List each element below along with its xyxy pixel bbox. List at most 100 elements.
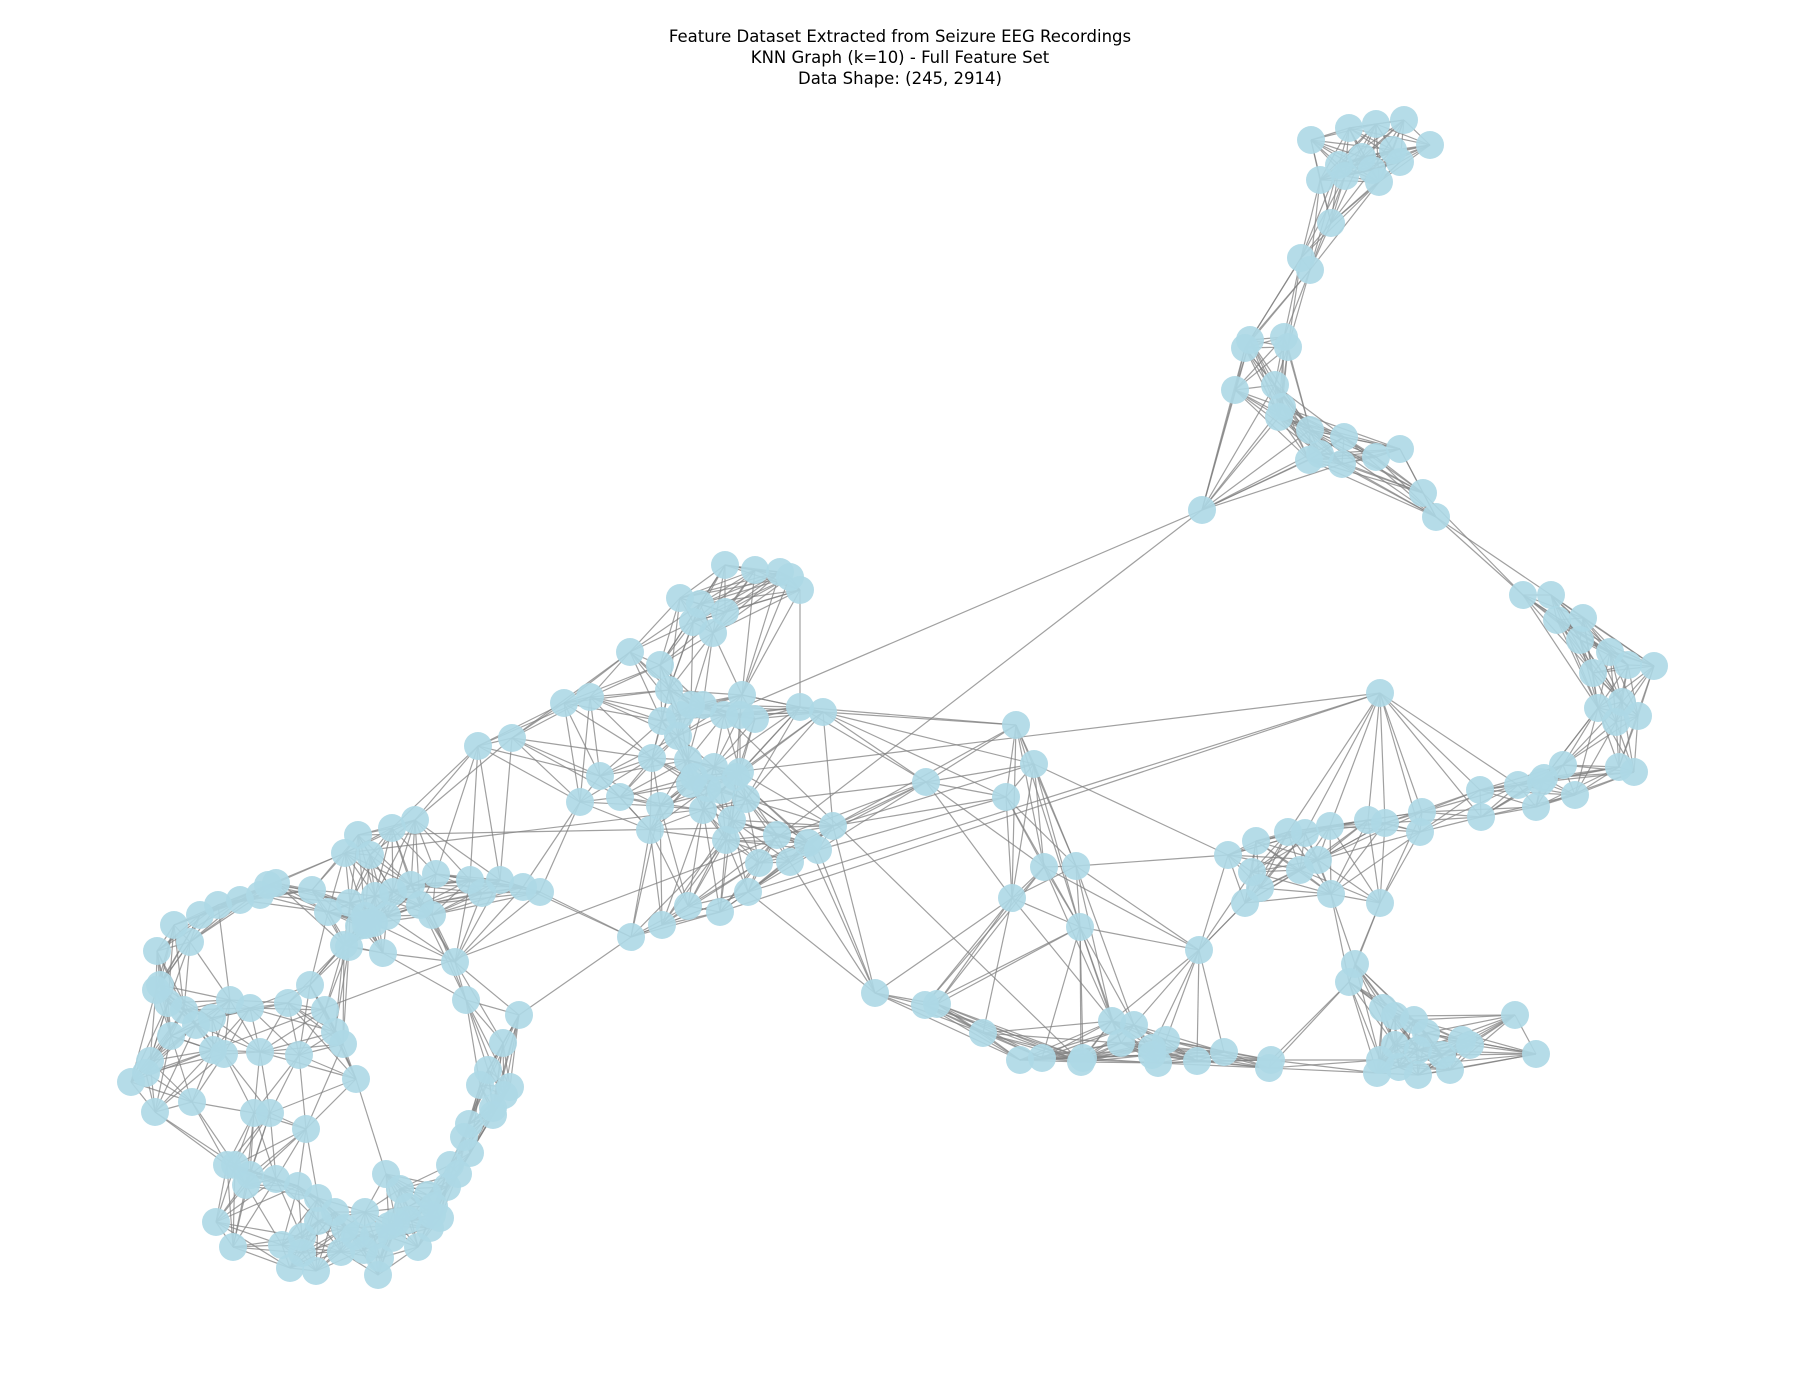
graph-node <box>1221 376 1249 404</box>
graph-edge <box>1033 763 1229 856</box>
graph-edge <box>661 839 727 926</box>
graph-edge <box>589 696 653 759</box>
graph-edge <box>936 866 1045 1005</box>
graph-node <box>314 898 342 926</box>
graph-edge <box>469 745 479 881</box>
graph-edge <box>539 801 581 893</box>
graph-edge <box>982 1032 1082 1063</box>
graph-node <box>1265 403 1293 431</box>
graph-node <box>1362 110 1390 138</box>
graph-node <box>776 848 804 876</box>
graph-edge <box>579 757 653 803</box>
graph-node <box>711 551 739 579</box>
graph-edge <box>1033 763 1045 868</box>
graph-node <box>256 1099 284 1127</box>
graph-edge <box>477 745 581 803</box>
graph-node <box>406 891 434 919</box>
graph-edge <box>1133 949 1200 1026</box>
graph-node <box>1306 440 1334 468</box>
graph-edge <box>1425 1014 1516 1034</box>
graph-edge <box>1005 796 1013 899</box>
graph-node <box>786 693 814 721</box>
graph-node <box>219 1233 247 1261</box>
graph-node <box>1020 750 1048 778</box>
graph-node <box>1566 626 1594 654</box>
graph-node <box>296 971 324 999</box>
graph-node <box>646 792 674 820</box>
graph-node <box>1509 581 1537 609</box>
graph-edge <box>215 1221 291 1269</box>
graph-node <box>648 911 676 939</box>
graph-edge <box>822 711 1007 798</box>
graph-node <box>1386 435 1414 463</box>
graph-edge <box>1270 1059 1378 1074</box>
graph-node <box>1274 333 1302 361</box>
graph-node <box>468 879 496 907</box>
graph-edge <box>747 891 876 994</box>
graph-node <box>710 701 738 729</box>
graph-node <box>1286 856 1314 884</box>
graph-edge <box>454 886 524 963</box>
graph-node <box>1561 781 1589 809</box>
graph-node <box>1569 604 1597 632</box>
graph-node <box>1467 803 1495 831</box>
graph-edge <box>719 692 1381 913</box>
graph-node <box>1316 812 1344 840</box>
graph-edge <box>807 842 876 994</box>
graph-node <box>1331 162 1359 190</box>
graph-node <box>285 1041 313 1069</box>
graph-edge <box>287 1002 357 1080</box>
graph-node <box>526 878 554 906</box>
graph-edge <box>414 819 501 881</box>
graph-edge <box>1441 1053 1537 1056</box>
graph-edge <box>1111 949 1200 1022</box>
graph-node <box>498 724 526 752</box>
title-line-3: Data Shape: (245, 2914) <box>798 69 1002 88</box>
graph-edge <box>522 801 581 888</box>
graph-edge <box>1329 692 1381 827</box>
graph-node <box>1386 148 1414 176</box>
graph-node <box>464 732 492 760</box>
graph-node <box>1404 1061 1432 1089</box>
graph-edge <box>1268 1059 1381 1069</box>
graph-edge <box>649 829 689 907</box>
graph-node <box>1152 1026 1180 1054</box>
graph-node <box>1522 793 1550 821</box>
graph-edge <box>477 745 501 881</box>
graph-edge <box>822 711 1035 765</box>
graph-node <box>794 829 822 857</box>
graph-node <box>441 948 469 976</box>
graph-edge <box>1413 1014 1516 1021</box>
graph-edge <box>414 737 513 821</box>
graph-node <box>1297 126 1325 154</box>
graph-node <box>745 849 773 877</box>
graph-edge <box>215 1185 299 1223</box>
graph-node <box>198 1004 226 1032</box>
graph-edge <box>1043 866 1113 1022</box>
graph-node <box>606 783 634 811</box>
graph-edge <box>1556 619 1599 709</box>
graph-node <box>426 1204 454 1232</box>
graph-node <box>288 1223 316 1251</box>
node-layer <box>117 106 1668 1289</box>
graph-edge <box>511 737 653 759</box>
graph-node <box>1404 1036 1432 1064</box>
graph-edge <box>269 1078 357 1114</box>
graph-edge <box>511 737 601 777</box>
graph-edge <box>789 861 876 994</box>
graph-node <box>689 796 717 824</box>
graph-edge <box>712 589 801 634</box>
graph-node <box>711 598 739 626</box>
graph-edge <box>1522 594 1594 674</box>
graph-edge <box>1330 822 1386 895</box>
edge-layer <box>130 119 1655 1276</box>
graph-node <box>998 884 1026 912</box>
graph-node <box>566 788 594 816</box>
graph-edge <box>344 781 927 854</box>
graph-edge <box>563 702 653 759</box>
graph-edge <box>1075 854 1229 867</box>
graph-node <box>1028 1044 1056 1072</box>
graph-edge <box>925 763 1035 783</box>
graph-edge <box>154 1024 197 1113</box>
graph-edge <box>822 711 834 827</box>
